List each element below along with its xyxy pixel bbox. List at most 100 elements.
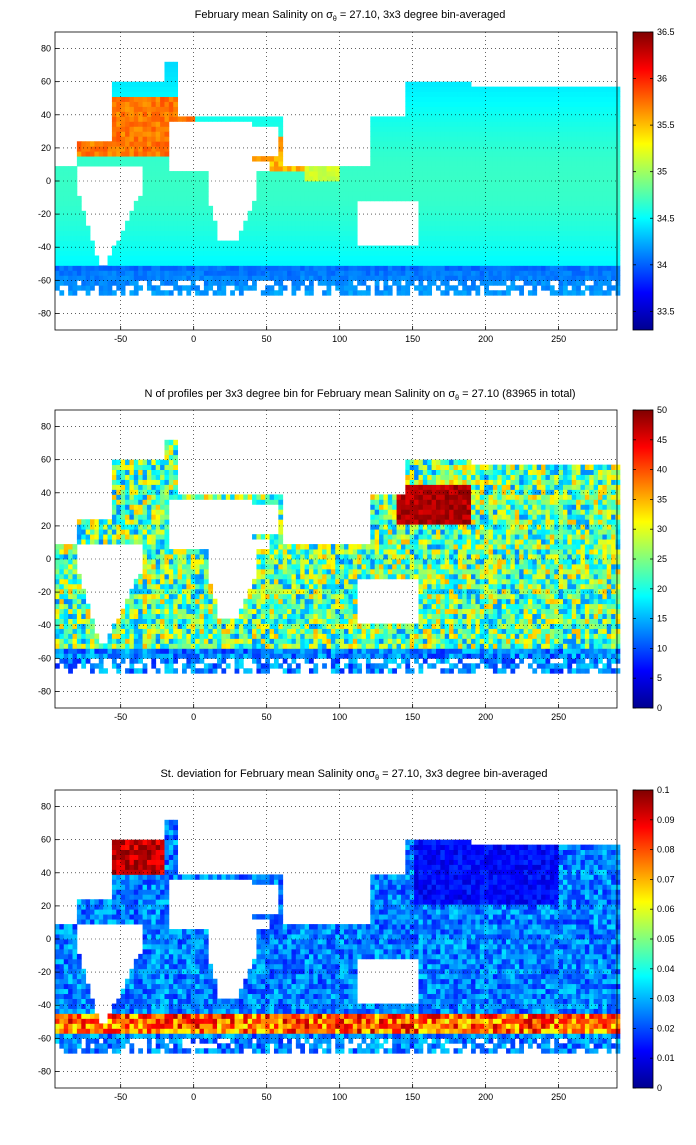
bin-cell xyxy=(405,181,410,186)
bin-cell xyxy=(554,121,559,126)
bin-cell xyxy=(283,201,288,206)
bin-cell xyxy=(230,280,235,285)
bin-cell xyxy=(484,97,489,102)
bin-cell xyxy=(362,186,367,191)
bin-cell xyxy=(278,241,283,246)
bin-cell xyxy=(449,151,454,156)
bin-cell xyxy=(559,136,564,141)
bin-cell xyxy=(414,107,419,112)
bin-cell xyxy=(497,241,502,246)
bin-cell xyxy=(151,191,156,196)
bin-cell xyxy=(410,186,415,191)
bin-cell xyxy=(397,121,402,126)
bin-cell xyxy=(160,181,165,186)
bin-cell xyxy=(90,146,95,151)
bin-cell xyxy=(200,609,205,614)
bin-cell xyxy=(59,280,64,285)
bin-cell xyxy=(195,634,200,639)
bin-cell xyxy=(335,280,340,285)
bin-cell xyxy=(164,107,169,112)
bin-cell xyxy=(129,151,134,156)
bin-cell xyxy=(151,201,156,206)
bin-cell xyxy=(445,136,450,141)
bin-cell xyxy=(121,280,126,285)
bin-cell xyxy=(156,638,161,643)
bin-cell xyxy=(484,221,489,226)
bin-cell xyxy=(405,97,410,102)
bin-cell xyxy=(156,102,161,107)
bin-cell xyxy=(147,186,152,191)
bin-cell xyxy=(594,231,599,236)
bin-cell xyxy=(567,270,572,275)
bin-cell xyxy=(121,141,126,146)
bin-cell xyxy=(414,275,419,280)
bin-cell xyxy=(191,614,196,619)
bin-cell xyxy=(59,236,64,241)
bin-cell xyxy=(589,256,594,261)
bin-cell xyxy=(116,116,121,121)
bin-cell xyxy=(502,196,507,201)
bin-cell xyxy=(116,634,121,639)
bin-cell xyxy=(169,116,174,121)
bin-cell xyxy=(528,226,533,231)
bin-cell xyxy=(611,146,616,151)
bin-cell xyxy=(532,285,537,290)
bin-cell xyxy=(55,579,60,584)
bin-cell xyxy=(607,141,612,146)
bin-cell xyxy=(335,285,340,290)
bin-cell xyxy=(138,504,143,509)
bin-cell xyxy=(64,653,69,658)
bin-cell xyxy=(116,246,121,251)
bin-cell xyxy=(348,181,353,186)
bin-cell xyxy=(173,564,178,569)
bin-cell xyxy=(296,216,301,221)
bin-cell xyxy=(64,559,69,564)
bin-cell xyxy=(191,256,196,261)
bin-cell xyxy=(418,156,423,161)
bin-cell xyxy=(410,280,415,285)
bin-cell xyxy=(414,92,419,97)
bin-cell xyxy=(541,265,546,270)
bin-cell xyxy=(68,589,73,594)
bin-cell xyxy=(81,589,86,594)
bin-cell xyxy=(59,241,64,246)
bin-cell xyxy=(291,201,296,206)
bin-cell xyxy=(528,92,533,97)
bin-cell xyxy=(274,226,279,231)
bin-cell xyxy=(73,619,78,624)
bin-cell xyxy=(454,166,459,171)
bin-cell xyxy=(471,186,476,191)
bin-cell xyxy=(94,663,99,668)
bin-cell xyxy=(309,186,314,191)
bin-cell xyxy=(173,629,178,634)
bin-cell xyxy=(160,574,165,579)
bin-cell xyxy=(532,290,537,295)
bin-cell xyxy=(493,280,498,285)
bin-cell xyxy=(506,275,511,280)
bin-cell xyxy=(296,171,301,176)
bin-cell xyxy=(370,141,375,146)
bin-cell xyxy=(309,166,314,171)
bin-cell xyxy=(64,256,69,261)
bin-cell xyxy=(186,201,191,206)
bin-cell xyxy=(191,270,196,275)
bin-cell xyxy=(160,136,165,141)
bin-cell xyxy=(151,470,156,475)
bin-cell xyxy=(296,285,301,290)
bin-cell xyxy=(55,604,60,609)
bin-cell xyxy=(261,186,266,191)
bin-cell xyxy=(81,221,86,226)
bin-cell xyxy=(506,126,511,131)
bin-cell xyxy=(572,221,577,226)
bin-cell xyxy=(169,450,174,455)
bin-cell xyxy=(129,92,134,97)
bin-cell xyxy=(502,260,507,265)
bin-cell xyxy=(186,559,191,564)
bin-cell xyxy=(537,251,542,256)
bin-cell xyxy=(160,131,165,136)
bin-cell xyxy=(493,176,498,181)
bin-cell xyxy=(322,290,327,295)
bin-cell xyxy=(576,275,581,280)
bin-cell xyxy=(423,191,428,196)
bin-cell xyxy=(261,236,266,241)
